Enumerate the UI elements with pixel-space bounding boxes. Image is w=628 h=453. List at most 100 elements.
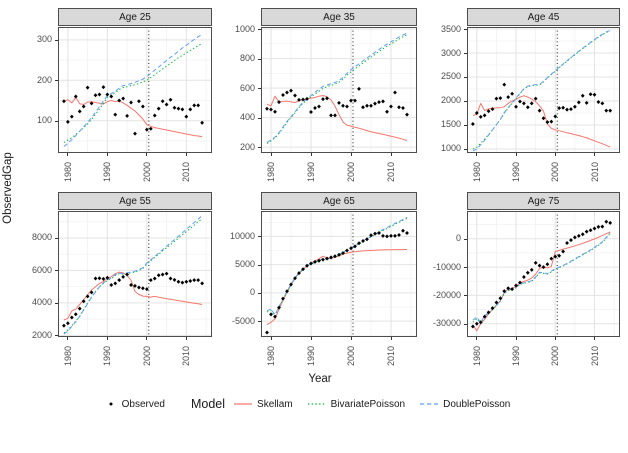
- x-tick-label: 1990: [306, 161, 316, 182]
- y-tick-label: 400: [239, 112, 255, 123]
- y-tick-mark: [258, 88, 261, 90]
- plot-area: [261, 211, 417, 337]
- x-axis: 1980 1990 2000 2010: [58, 153, 212, 186]
- x-tick-mark: [594, 337, 595, 340]
- y-axis-title: ObservedGap: [2, 152, 14, 224]
- facet-strip: Age 45: [467, 8, 620, 26]
- y-tick-mark: [55, 335, 58, 337]
- x-tick-label: 1990: [102, 345, 113, 366]
- series-doublepoisson-line: [63, 215, 203, 335]
- y-tick-label: 300: [36, 34, 52, 45]
- y-tick-mark: [464, 29, 467, 30]
- facet-age-35: Age 35 200 400 600 800 1000 1980 1990 2000 2010: [212, 8, 417, 186]
- facet-title: Age 25: [119, 11, 151, 23]
- x-tick-label: 1990: [306, 345, 316, 366]
- y-tick-label: 100: [36, 115, 52, 126]
- x-axis: 1980 1990 2000 2010: [467, 337, 620, 370]
- y-tick-label: 1000: [440, 143, 461, 154]
- y-tick-label: -10000: [432, 261, 461, 272]
- plot-area: [467, 27, 620, 153]
- y-tick-label: 1500: [440, 119, 461, 130]
- y-tick-label: 5000: [234, 259, 255, 270]
- x-tick-label: 1990: [102, 161, 113, 182]
- facet-age-75: Age 75 -30000 -20000 -10000 0 1980 1990 2000 201…: [417, 192, 620, 370]
- facet-age-55: Age 55 2000 4000 6000 8000 1980 1990 2000 2010: [20, 192, 212, 370]
- facet-strip: Age 35: [261, 8, 417, 26]
- x-tick-mark: [350, 153, 352, 156]
- y-tick-mark: [464, 238, 467, 240]
- x-tick-mark: [554, 153, 556, 156]
- x-tick-label: 1980: [471, 161, 482, 182]
- facet-grid: Age 25 100 200 300 1980 1990 2000 2010 Age 35 200…: [20, 8, 628, 370]
- x-tick-mark: [185, 153, 187, 156]
- x-tick-label: 2010: [386, 345, 396, 366]
- y-tick-mark: [464, 323, 467, 325]
- x-tick-mark: [146, 153, 148, 156]
- y-axis: -5000 0 5000 10000: [212, 211, 261, 337]
- y-tick-label: 200: [36, 74, 52, 85]
- x-tick-label: 2010: [589, 161, 600, 182]
- y-tick-label: 4000: [31, 297, 52, 308]
- series-skellam-line: [472, 231, 611, 332]
- y-tick-mark: [55, 39, 58, 41]
- y-tick-label: -5000: [231, 315, 255, 326]
- x-tick-mark: [554, 337, 556, 340]
- x-tick-label: 2000: [346, 161, 356, 182]
- legend-entry-skellam: Skellam: [233, 399, 295, 410]
- y-tick-label: -20000: [432, 289, 461, 300]
- x-tick-mark: [310, 337, 312, 340]
- x-tick-label: 2010: [181, 161, 192, 182]
- y-tick-label: -30000: [432, 318, 461, 329]
- y-tick-mark: [55, 302, 58, 304]
- series-bivariatepoisson-line: [266, 34, 408, 144]
- panel-border: [467, 211, 620, 337]
- series-skellam-line: [63, 96, 203, 138]
- legend-entry-label: DoublePoisson: [443, 398, 511, 410]
- x-tick-label: 1980: [62, 161, 73, 182]
- y-tick-mark: [258, 29, 261, 31]
- x-tick-label: 2010: [589, 345, 600, 366]
- x-tick-label: 2000: [141, 345, 152, 366]
- x-axis: 1980 1990 2000 2010: [261, 337, 417, 370]
- y-tick-mark: [464, 76, 467, 78]
- facet-strip: Age 75: [467, 192, 620, 210]
- observed-point-icon: [104, 399, 118, 409]
- x-tick-mark: [67, 337, 69, 340]
- x-tick-mark: [106, 153, 108, 156]
- x-tick-mark: [515, 153, 517, 156]
- y-axis: 200 400 600 800 1000: [212, 24, 261, 153]
- legend-entry-label: BivariatePoisson: [330, 398, 406, 410]
- x-tick-label: 1980: [266, 161, 276, 182]
- facet-title: Age 75: [527, 195, 560, 207]
- x-tick-mark: [594, 153, 595, 156]
- y-axis: 1000 1500 2000 2500 3000 3500: [417, 24, 467, 154]
- y-tick-mark: [258, 264, 261, 266]
- facet-strip: Age 25: [58, 8, 212, 26]
- series-doublepoisson-line: [472, 30, 611, 152]
- x-tick-mark: [185, 337, 187, 340]
- y-tick-mark: [258, 147, 261, 149]
- plot-area: [467, 211, 620, 337]
- x-tick-label: 2000: [346, 345, 356, 366]
- bivariatepoisson-line-key-icon: [307, 399, 327, 409]
- series-doublepoisson-line: [472, 232, 611, 324]
- x-tick-mark: [390, 337, 392, 340]
- panel-border: [261, 27, 417, 153]
- y-tick-label: 200: [239, 141, 255, 152]
- x-tick-label: 2010: [181, 345, 192, 366]
- x-tick-mark: [350, 337, 352, 340]
- y-tick-label: 800: [239, 53, 255, 64]
- x-tick-label: 2000: [141, 161, 152, 182]
- x-tick-mark: [270, 337, 272, 340]
- y-tick-label: 2000: [440, 95, 461, 106]
- panel-border: [58, 211, 212, 337]
- x-tick-label: 1980: [62, 345, 73, 366]
- facet-title: Age 55: [119, 195, 151, 207]
- facet-strip: Age 55: [58, 192, 212, 210]
- x-axis: 1980 1990 2000 2010: [261, 153, 417, 186]
- x-tick-label: 1990: [511, 345, 522, 366]
- plot-area: [58, 211, 212, 337]
- facet-title: Age 35: [323, 11, 355, 23]
- y-axis: 2000 4000 6000 8000: [20, 211, 58, 340]
